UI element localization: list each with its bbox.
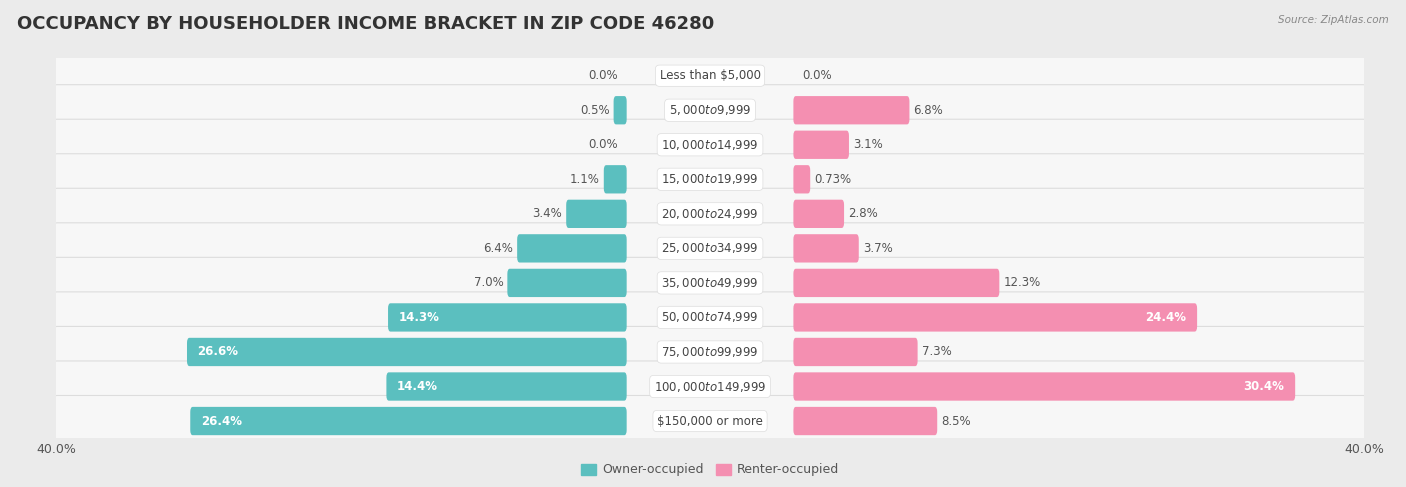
- FancyBboxPatch shape: [793, 407, 938, 435]
- Text: 7.0%: 7.0%: [474, 277, 503, 289]
- FancyBboxPatch shape: [52, 119, 1368, 170]
- FancyBboxPatch shape: [52, 361, 1368, 412]
- FancyBboxPatch shape: [517, 234, 627, 262]
- FancyBboxPatch shape: [52, 50, 1368, 101]
- FancyBboxPatch shape: [793, 200, 844, 228]
- Text: $35,000 to $49,999: $35,000 to $49,999: [661, 276, 759, 290]
- Text: 14.4%: 14.4%: [396, 380, 439, 393]
- Text: Source: ZipAtlas.com: Source: ZipAtlas.com: [1278, 15, 1389, 25]
- Text: $75,000 to $99,999: $75,000 to $99,999: [661, 345, 759, 359]
- FancyBboxPatch shape: [793, 165, 810, 193]
- Text: 0.0%: 0.0%: [803, 69, 832, 82]
- Text: 26.4%: 26.4%: [201, 414, 242, 428]
- Text: 0.5%: 0.5%: [579, 104, 610, 117]
- Text: 2.8%: 2.8%: [848, 207, 877, 220]
- FancyBboxPatch shape: [190, 407, 627, 435]
- Text: 3.7%: 3.7%: [863, 242, 893, 255]
- Text: 8.5%: 8.5%: [941, 414, 972, 428]
- Text: 0.0%: 0.0%: [588, 138, 617, 151]
- FancyBboxPatch shape: [52, 395, 1368, 447]
- Text: $5,000 to $9,999: $5,000 to $9,999: [669, 103, 751, 117]
- FancyBboxPatch shape: [613, 96, 627, 124]
- Text: 3.4%: 3.4%: [533, 207, 562, 220]
- Text: $15,000 to $19,999: $15,000 to $19,999: [661, 172, 759, 187]
- Text: $20,000 to $24,999: $20,000 to $24,999: [661, 207, 759, 221]
- Text: Less than $5,000: Less than $5,000: [659, 69, 761, 82]
- Text: $150,000 or more: $150,000 or more: [657, 414, 763, 428]
- FancyBboxPatch shape: [52, 154, 1368, 205]
- Text: 24.4%: 24.4%: [1146, 311, 1187, 324]
- FancyBboxPatch shape: [793, 303, 1197, 332]
- FancyBboxPatch shape: [52, 292, 1368, 343]
- Text: OCCUPANCY BY HOUSEHOLDER INCOME BRACKET IN ZIP CODE 46280: OCCUPANCY BY HOUSEHOLDER INCOME BRACKET …: [17, 15, 714, 33]
- Text: 26.6%: 26.6%: [198, 345, 239, 358]
- FancyBboxPatch shape: [793, 373, 1295, 401]
- Text: 6.8%: 6.8%: [914, 104, 943, 117]
- Text: 0.0%: 0.0%: [588, 69, 617, 82]
- FancyBboxPatch shape: [793, 234, 859, 262]
- Text: 1.1%: 1.1%: [569, 173, 600, 186]
- Text: 0.73%: 0.73%: [814, 173, 852, 186]
- FancyBboxPatch shape: [52, 326, 1368, 377]
- Text: $25,000 to $34,999: $25,000 to $34,999: [661, 242, 759, 255]
- FancyBboxPatch shape: [388, 303, 627, 332]
- FancyBboxPatch shape: [52, 188, 1368, 240]
- FancyBboxPatch shape: [793, 131, 849, 159]
- Text: 30.4%: 30.4%: [1244, 380, 1285, 393]
- Legend: Owner-occupied, Renter-occupied: Owner-occupied, Renter-occupied: [575, 458, 845, 482]
- FancyBboxPatch shape: [793, 338, 918, 366]
- FancyBboxPatch shape: [603, 165, 627, 193]
- FancyBboxPatch shape: [52, 223, 1368, 274]
- FancyBboxPatch shape: [187, 338, 627, 366]
- FancyBboxPatch shape: [567, 200, 627, 228]
- Text: $10,000 to $14,999: $10,000 to $14,999: [661, 138, 759, 152]
- Text: 12.3%: 12.3%: [1004, 277, 1040, 289]
- FancyBboxPatch shape: [508, 269, 627, 297]
- FancyBboxPatch shape: [52, 257, 1368, 308]
- Text: $50,000 to $74,999: $50,000 to $74,999: [661, 310, 759, 324]
- Text: 3.1%: 3.1%: [853, 138, 883, 151]
- FancyBboxPatch shape: [387, 373, 627, 401]
- Text: 7.3%: 7.3%: [922, 345, 952, 358]
- FancyBboxPatch shape: [52, 85, 1368, 136]
- Text: $100,000 to $149,999: $100,000 to $149,999: [654, 379, 766, 393]
- Text: 14.3%: 14.3%: [399, 311, 440, 324]
- FancyBboxPatch shape: [793, 269, 1000, 297]
- FancyBboxPatch shape: [793, 96, 910, 124]
- Text: 6.4%: 6.4%: [484, 242, 513, 255]
